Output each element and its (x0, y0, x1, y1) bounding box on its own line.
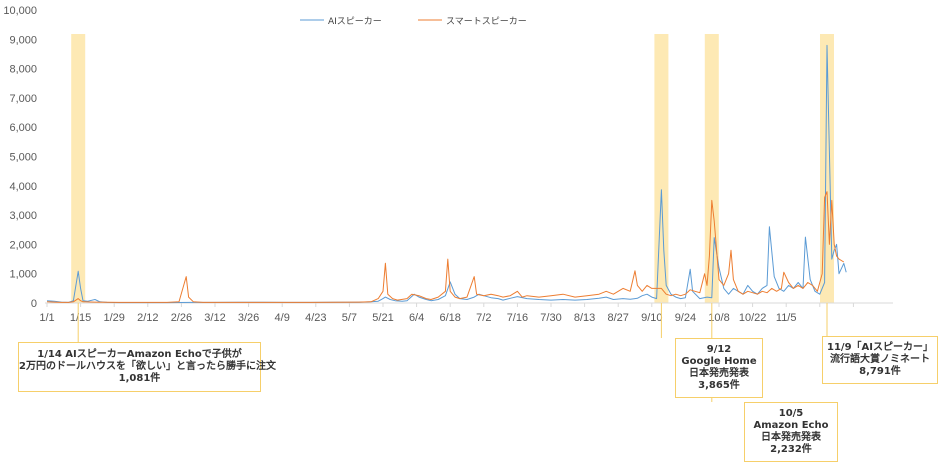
x-tick-label: 4/9 (275, 312, 290, 324)
x-tick-label: 10/8 (708, 312, 729, 324)
annotation-buzzword-nomination: 11/9「AIスピーカー」 流行語大賞ノミネート 8,791件 (822, 336, 938, 384)
annotation-line: 11/9「AIスピーカー」 (827, 342, 933, 353)
y-tick-label: 3,000 (9, 210, 37, 222)
highlight-band (704, 34, 719, 303)
annotation-amazon-echo: 10/5 Amazon Echo 日本発売発表 2,232件 (744, 402, 838, 462)
x-tick-label: 7/30 (540, 312, 561, 324)
x-tick-label: 5/21 (372, 312, 393, 324)
y-tick-label: 8,000 (9, 64, 37, 76)
y-axis: 0 1,000 2,000 3,000 4,000 5,000 6,000 7,000 8,00… (3, 5, 37, 310)
annotation-line: 日本発売発表 (689, 368, 749, 379)
x-tick-label: 8/27 (607, 312, 628, 324)
x-tick-label: 1/1 (39, 312, 54, 324)
x-tick-label: 4/23 (305, 312, 326, 324)
x-tick-label: 3/26 (238, 312, 259, 324)
x-tick-label: 1/29 (103, 312, 124, 324)
annotation-line: 1,081件 (118, 373, 161, 384)
y-tick-label: 4,000 (9, 181, 37, 193)
x-tick-label: 11/5 (776, 312, 797, 324)
x-tick-label: 9/24 (675, 312, 696, 324)
annotation-line: 9/12 (706, 344, 732, 355)
legend-label-smart-speaker: スマートスピーカー (446, 16, 527, 27)
x-tick-label: 5/7 (342, 312, 357, 324)
legend-label-ai-speaker: AIスピーカー (328, 16, 382, 27)
y-tick-label: 6,000 (9, 122, 37, 134)
annotation-line: 3,865件 (698, 380, 740, 391)
y-tick-label: 0 (31, 298, 37, 310)
annotation-line: 日本発売発表 (761, 432, 821, 443)
annotation-line: 流行語大賞ノミネート (830, 354, 930, 365)
annotation-line: Amazon Echo (753, 420, 829, 431)
x-tick-label: 8/13 (574, 312, 595, 324)
annotation-google-home: 9/12 Google Home 日本発売発表 3,865件 (675, 338, 763, 398)
series-lines (46, 44, 847, 304)
y-tick-label: 10,000 (3, 5, 37, 17)
x-tick-label: 3/12 (204, 312, 225, 324)
x-tick-label: 7/16 (507, 312, 528, 324)
x-tick-label: 1/15 (70, 312, 91, 324)
y-tick-label: 5,000 (9, 152, 37, 164)
x-axis: 1/1 1/15 1/29 2/12 2/26 3/12 3/26 4/9 4/23 5/7 5/2… (39, 302, 893, 324)
annotation-line: 2万円のドールハウスを「欲しい」と言ったら勝手に注文 (19, 361, 276, 372)
x-tick-label: 2/12 (137, 312, 158, 324)
highlight-band (654, 34, 669, 303)
x-tick-label: 7/2 (476, 312, 491, 324)
annotation-line: 1/14 AIスピーカーAmazon Echoで子供が (37, 349, 242, 360)
annotation-line: 2,232件 (770, 444, 812, 455)
y-tick-label: 1,000 (9, 269, 37, 281)
x-tick-label: 2/26 (171, 312, 192, 324)
annotation-line: 10/5 (778, 408, 804, 419)
highlight-band (71, 34, 86, 303)
y-tick-label: 2,000 (9, 239, 37, 251)
y-tick-label: 7,000 (9, 93, 37, 105)
x-tick-label: 9/10 (641, 312, 662, 324)
series-line-smart-speaker (46, 191, 845, 303)
annotation-line: 8,791件 (859, 366, 901, 377)
x-tick-label: 6/4 (409, 312, 424, 324)
annotation-echo-dollhouse: 1/14 AIスピーカーAmazon Echoで子供が 2万円のドールハウスを「… (18, 342, 276, 392)
highlight-bands (71, 34, 834, 303)
annotation-line: Google Home (681, 356, 757, 367)
series-line-ai-speaker (46, 44, 847, 304)
legend: AIスピーカー スマートスピーカー (300, 16, 527, 27)
y-tick-label: 9,000 (9, 34, 37, 46)
x-tick-label: 6/18 (439, 312, 460, 324)
x-tick-label: 10/22 (739, 312, 767, 324)
